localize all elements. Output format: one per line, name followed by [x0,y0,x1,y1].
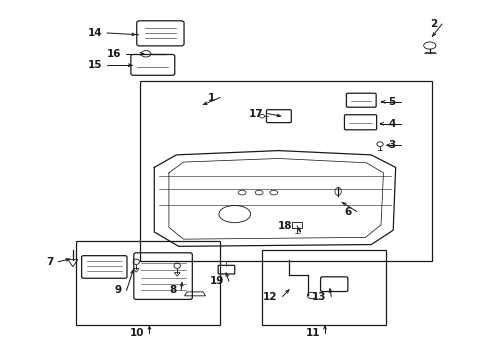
Bar [76,241,220,325]
Text: 9: 9 [114,285,122,296]
Text: 13: 13 [311,292,326,302]
Bar [261,250,385,325]
Text: 18: 18 [277,221,292,231]
Text: 10: 10 [130,328,144,338]
Text: 8: 8 [169,285,176,296]
Text: 19: 19 [209,276,224,286]
Text: 7: 7 [46,257,53,267]
Text: 14: 14 [87,28,102,38]
Text: 15: 15 [87,60,102,70]
Text: 3: 3 [387,140,395,150]
Text: 11: 11 [305,328,320,338]
Text: 16: 16 [107,49,122,59]
Text: 17: 17 [248,109,263,119]
Text: 2: 2 [429,19,436,29]
Text: 1: 1 [207,93,215,103]
Text: 12: 12 [263,292,277,302]
Text: 5: 5 [387,97,395,107]
Bar [140,81,431,261]
Text: 6: 6 [344,207,351,217]
Text: 4: 4 [387,119,395,129]
